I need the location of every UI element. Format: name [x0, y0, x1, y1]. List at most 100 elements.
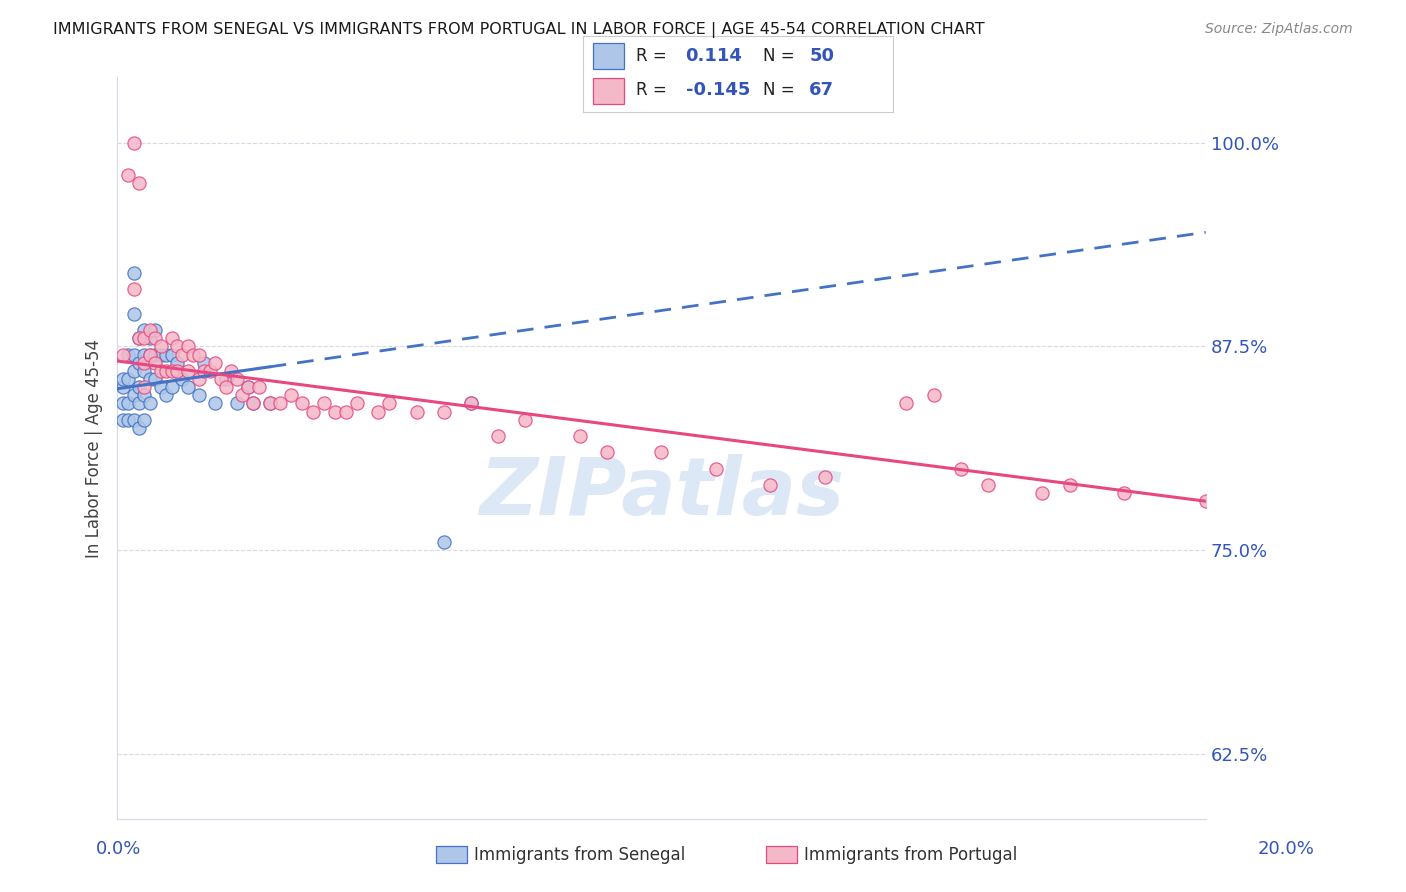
Point: [134, 356, 156, 370]
Point: [117, 347, 139, 361]
Point: [149, 364, 172, 378]
Point: [177, 364, 200, 378]
Point: [242, 396, 264, 410]
Point: [226, 372, 249, 386]
Point: [134, 331, 156, 345]
Point: [134, 364, 156, 378]
Point: [117, 168, 139, 182]
Text: 20.0%: 20.0%: [1258, 840, 1315, 858]
Point: [896, 396, 918, 410]
Point: [143, 323, 166, 337]
Point: [1031, 486, 1053, 500]
Point: [650, 445, 672, 459]
Point: [134, 388, 156, 402]
Point: [172, 347, 194, 361]
Point: [704, 461, 727, 475]
Point: [122, 347, 145, 361]
Point: [128, 177, 150, 191]
Text: -0.145: -0.145: [686, 81, 749, 99]
Point: [139, 331, 162, 345]
Point: [122, 307, 145, 321]
Point: [209, 372, 232, 386]
Point: [215, 380, 238, 394]
Point: [204, 396, 226, 410]
Text: N =: N =: [763, 47, 800, 65]
Point: [433, 535, 456, 549]
Point: [259, 396, 281, 410]
Point: [367, 404, 389, 418]
Point: [149, 339, 172, 353]
Point: [177, 339, 200, 353]
Point: [221, 364, 243, 378]
Point: [128, 331, 150, 345]
Point: [143, 331, 166, 345]
Text: N =: N =: [763, 81, 800, 99]
Point: [247, 380, 270, 394]
Point: [122, 388, 145, 402]
Point: [183, 347, 205, 361]
Point: [111, 372, 134, 386]
Point: [139, 347, 162, 361]
Text: R =: R =: [636, 81, 672, 99]
Point: [166, 339, 188, 353]
Point: [143, 356, 166, 370]
Point: [269, 396, 291, 410]
Point: [160, 364, 183, 378]
Point: [1195, 494, 1218, 508]
Point: [122, 136, 145, 150]
Point: [405, 404, 427, 418]
Point: [149, 380, 172, 394]
Point: [122, 364, 145, 378]
Point: [460, 396, 482, 410]
Point: [172, 372, 194, 386]
Text: 67: 67: [810, 81, 834, 99]
Point: [143, 347, 166, 361]
Bar: [593, 78, 624, 104]
Text: 0.0%: 0.0%: [96, 840, 141, 858]
Point: [291, 396, 314, 410]
Point: [193, 356, 215, 370]
Point: [155, 388, 177, 402]
Point: [134, 323, 156, 337]
Point: [134, 380, 156, 394]
Point: [111, 380, 134, 394]
Point: [312, 396, 335, 410]
Point: [515, 413, 537, 427]
Point: [117, 396, 139, 410]
Point: [128, 421, 150, 435]
Point: [134, 413, 156, 427]
Point: [346, 396, 368, 410]
Point: [226, 396, 249, 410]
Text: Source: ZipAtlas.com: Source: ZipAtlas.com: [1205, 22, 1353, 37]
Point: [1059, 478, 1081, 492]
Point: [160, 347, 183, 361]
Point: [922, 388, 945, 402]
Point: [204, 356, 226, 370]
Point: [134, 347, 156, 361]
Text: Immigrants from Portugal: Immigrants from Portugal: [804, 846, 1018, 863]
Point: [759, 478, 782, 492]
Point: [166, 356, 188, 370]
Point: [128, 380, 150, 394]
Point: [160, 331, 183, 345]
Point: [117, 413, 139, 427]
Point: [949, 461, 972, 475]
Point: [568, 429, 591, 443]
Point: [122, 266, 145, 280]
Point: [139, 372, 162, 386]
Point: [155, 347, 177, 361]
Point: [187, 372, 209, 386]
Point: [193, 364, 215, 378]
Point: [231, 388, 253, 402]
Point: [128, 396, 150, 410]
Point: [335, 404, 357, 418]
Point: [198, 364, 221, 378]
Point: [160, 380, 183, 394]
Point: [259, 396, 281, 410]
Point: [1112, 486, 1135, 500]
Text: Immigrants from Senegal: Immigrants from Senegal: [474, 846, 685, 863]
Point: [977, 478, 1000, 492]
Point: [215, 372, 238, 386]
Point: [177, 380, 200, 394]
Point: [139, 396, 162, 410]
